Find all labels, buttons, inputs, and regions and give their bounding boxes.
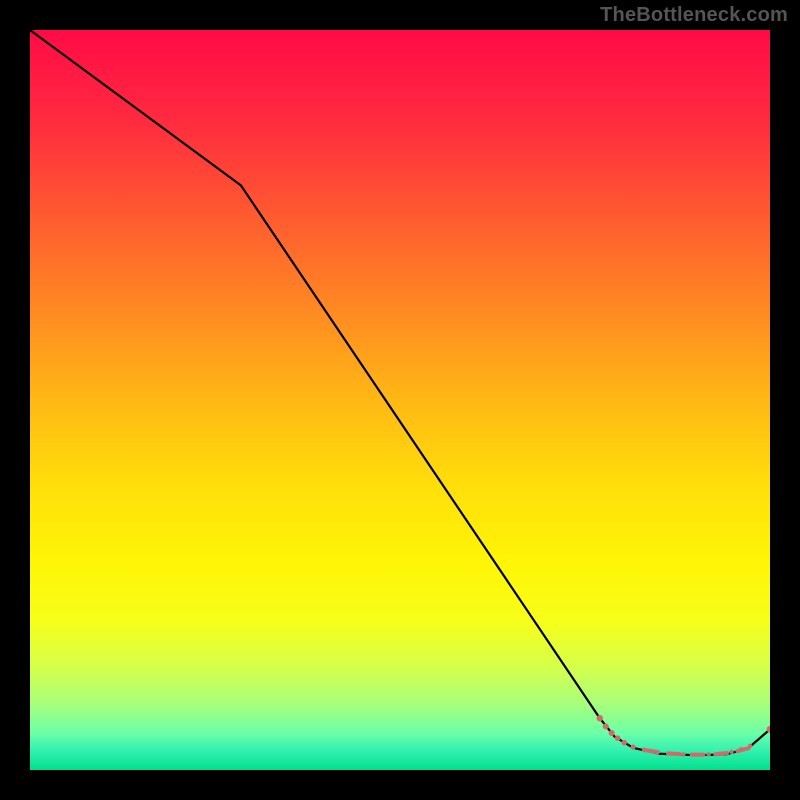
chart-marker — [609, 730, 615, 736]
chart-plot-area — [30, 30, 770, 770]
chart-marker — [694, 753, 698, 757]
chart-marker — [706, 752, 710, 756]
chart-marker — [668, 752, 672, 756]
chart-marker — [681, 752, 685, 756]
watermark-text: TheBottleneck.com — [600, 4, 788, 27]
chart-svg — [30, 30, 770, 770]
chart-marker — [718, 752, 722, 756]
chart-marker — [748, 744, 752, 748]
chart-marker — [621, 740, 627, 746]
chart-marker — [631, 744, 636, 749]
chart-marker — [597, 715, 603, 721]
chart-background — [30, 30, 770, 770]
chart-marker — [642, 748, 647, 753]
chart-marker — [603, 723, 609, 729]
chart-marker — [729, 750, 733, 754]
chart-marker — [739, 747, 743, 751]
chart-marker — [655, 750, 660, 755]
chart-marker — [615, 735, 621, 741]
